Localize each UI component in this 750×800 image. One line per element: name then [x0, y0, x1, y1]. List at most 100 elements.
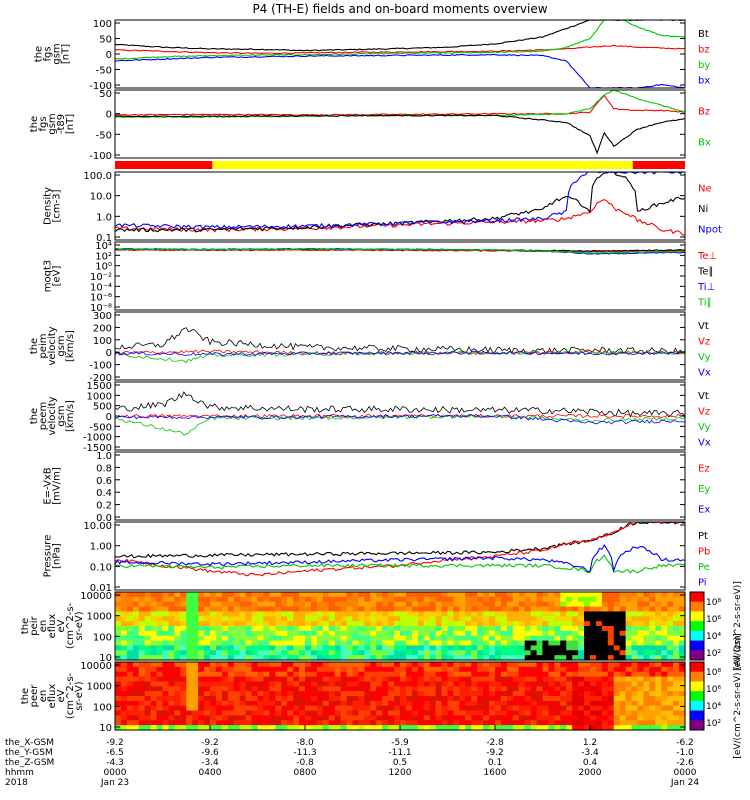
spectrogram-cell [595, 710, 603, 717]
spectrogram-cell [453, 725, 460, 731]
spectrogram-cell [649, 596, 656, 603]
spectrogram-cell [667, 655, 674, 661]
spectrogram-cell [198, 626, 205, 632]
spectrogram-cell [518, 635, 526, 642]
spectrogram-cell [495, 676, 502, 683]
spectrogram-cell [429, 601, 437, 608]
spectrogram-cell [310, 700, 318, 707]
spectrogram-cell [239, 592, 247, 598]
spectrogram-cell [560, 696, 567, 702]
spectrogram-cell [382, 705, 389, 712]
spectrogram-cell [405, 611, 413, 617]
spectrogram-cell [322, 671, 330, 678]
legend-label: Ti∥ [697, 297, 712, 308]
spectrogram-cell [655, 725, 662, 731]
spectrogram-cell [661, 640, 668, 647]
spectrogram-cell [518, 691, 526, 697]
spectrogram-cell [607, 626, 615, 632]
spectrogram-cell [192, 686, 199, 692]
spectrogram-cell [328, 676, 336, 683]
spectrogram-cell [405, 676, 413, 683]
spectrogram-cell [269, 700, 276, 707]
spectrogram-cell [334, 606, 342, 613]
spectrogram-cell [245, 662, 253, 668]
spectrogram-cell [316, 710, 324, 717]
spectrogram-cell [132, 596, 140, 603]
spectrogram-cell [495, 681, 502, 687]
spectrogram-cell [429, 700, 437, 707]
y-tick-label: 10⁻⁶ [90, 293, 112, 304]
spectrogram-cell [500, 626, 508, 632]
spectrogram-cell [156, 611, 164, 617]
spectrogram-cell [156, 655, 164, 661]
spectrogram-cell [215, 696, 223, 702]
spectrogram-cell [471, 626, 478, 632]
spectrogram-cell [643, 676, 650, 683]
spectrogram-cell [400, 691, 407, 697]
spectrogram-cell [429, 635, 437, 642]
spectrogram-cell [572, 611, 579, 617]
spectrogram-cell [453, 655, 460, 661]
spectrogram-cell [435, 645, 443, 651]
spectrogram-cell [115, 630, 122, 637]
spectrogram-cell [679, 671, 686, 678]
spectrogram-cell [322, 676, 330, 683]
colorbar-segment [690, 671, 704, 682]
spectrogram-cell [673, 696, 680, 702]
spectrogram-cell [441, 705, 449, 712]
spectrogram-cell [340, 666, 348, 673]
spectrogram-cell [221, 650, 229, 656]
spectrogram-cell [477, 662, 484, 668]
spectrogram-cell [429, 596, 437, 603]
spectrogram-cell [619, 666, 627, 673]
spectrogram-cell [215, 686, 223, 692]
spectrogram-cell [536, 696, 544, 702]
spectrogram-cell [423, 725, 431, 731]
spectrogram-cell [358, 662, 365, 668]
spectrogram-cell [429, 621, 437, 627]
spectrogram-cell [227, 691, 235, 697]
spectrogram-cell [441, 720, 449, 726]
y-axis-label: sr-eV) [74, 681, 85, 710]
spectrogram-cell [299, 696, 306, 702]
spectrogram-cell [495, 592, 502, 598]
spectrogram-cell [649, 671, 656, 678]
y-tick-label: 0 [106, 50, 112, 61]
spectrogram-cell [299, 596, 306, 603]
spectrogram-cell [661, 616, 668, 622]
spectrogram-cell [334, 725, 342, 731]
spectrogram-cell [370, 650, 377, 656]
spectrogram-cell [316, 696, 324, 702]
spectrogram-cell [595, 725, 603, 731]
spectrogram-cell [204, 725, 211, 731]
spectrogram-cell [429, 655, 437, 661]
spectrogram-cell [625, 700, 633, 707]
spectrogram-cell [471, 635, 478, 642]
spectrogram-cell [221, 720, 229, 726]
spectrogram-cell [619, 725, 627, 731]
x-tick-label: -6.2 [676, 738, 694, 748]
spectrogram-cell [441, 725, 449, 731]
spectrogram-cell [512, 691, 520, 697]
spectrogram-cell [287, 621, 294, 627]
spectrogram-cell [257, 691, 265, 697]
spectrogram-cell [572, 626, 579, 632]
spectrogram-cell [358, 650, 365, 656]
spectrogram-cell [429, 725, 437, 731]
spectrogram-cell [287, 606, 294, 613]
spectrogram-cell [269, 596, 276, 603]
spectrogram-cell [411, 686, 419, 692]
spectrogram-cell [613, 601, 621, 608]
spectrogram-cell [198, 676, 205, 683]
spectrogram-cell [542, 640, 550, 647]
spectrogram-cell [382, 655, 389, 661]
spectrogram-cell [619, 635, 627, 642]
spectrogram-cell [162, 592, 170, 598]
spectrogram-cell [453, 635, 460, 642]
spectrogram-cell [607, 671, 615, 678]
spectrogram-cell [477, 611, 484, 617]
series-line [114, 327, 686, 355]
spectrogram-cell [649, 645, 656, 651]
spectrogram-cell [299, 635, 306, 642]
spectrogram-cell [239, 601, 247, 608]
